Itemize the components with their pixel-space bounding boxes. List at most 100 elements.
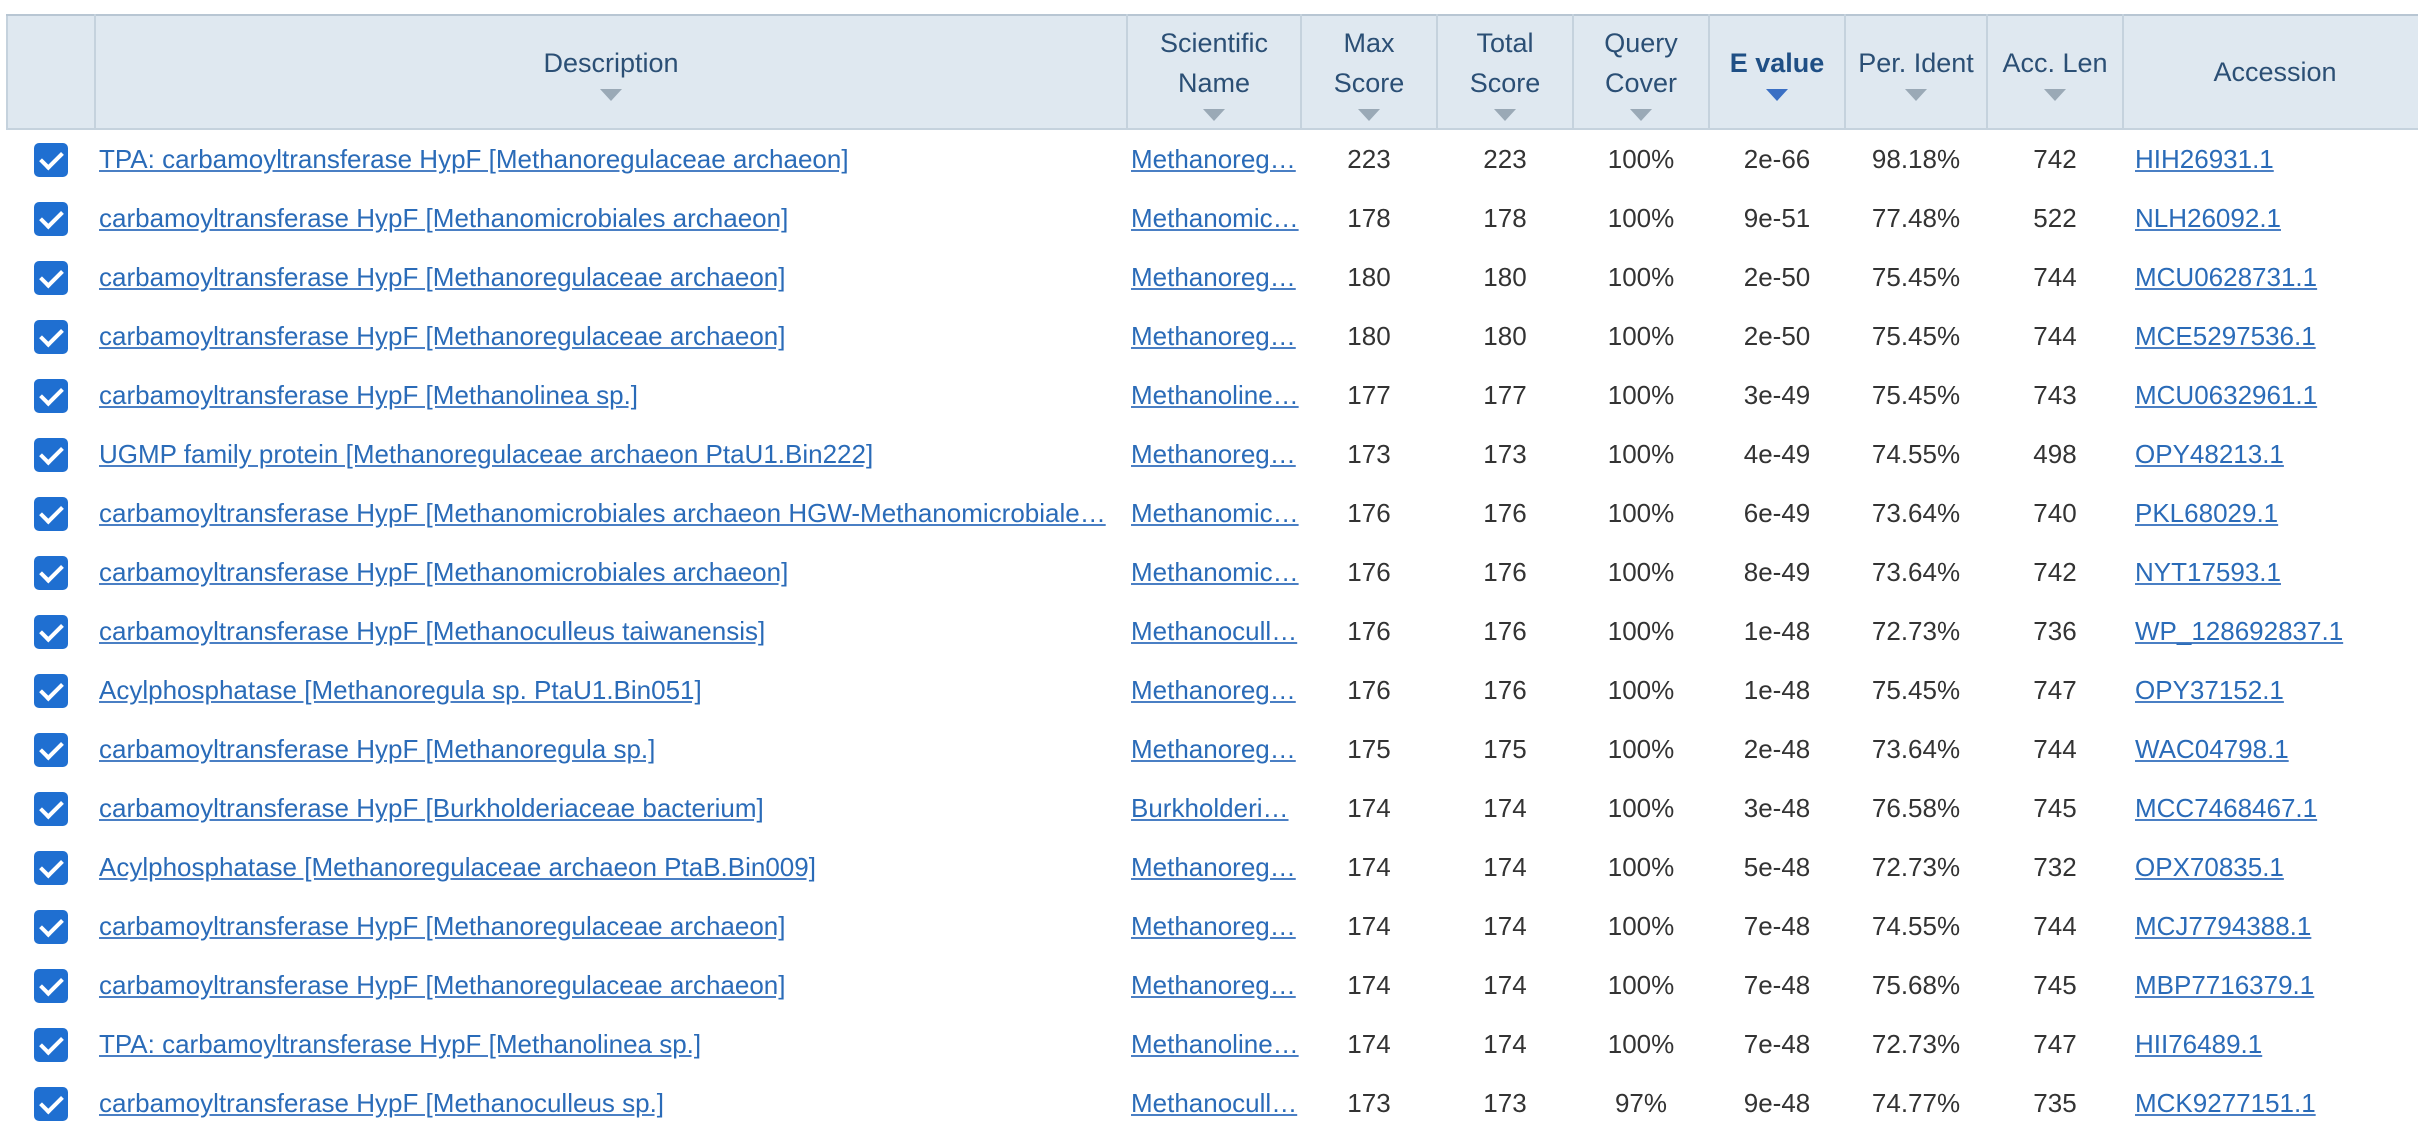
row-select-cell[interactable] [7, 661, 95, 720]
checkbox-checked-icon[interactable] [34, 319, 68, 354]
checkbox-checked-icon[interactable] [34, 378, 68, 413]
description-link[interactable]: carbamoyltransferase HypF [Methanoregula… [99, 911, 786, 941]
column-header-scientific-name[interactable]: Scientific Name [1126, 14, 1302, 130]
scientific-name-link[interactable]: Methanoline… [1131, 380, 1299, 410]
accession-link[interactable]: OPY37152.1 [2135, 675, 2284, 705]
accession-link[interactable]: WP_128692837.1 [2135, 616, 2344, 646]
table-row[interactable]: carbamoyltransferase HypF [Methanoregula… [7, 248, 2418, 307]
description-link[interactable]: Acylphosphatase [Methanoregulaceae archa… [99, 852, 816, 882]
accession-link[interactable]: MCC7468467.1 [2135, 793, 2318, 823]
table-row[interactable]: carbamoyltransferase HypF [Methanolinea … [7, 366, 2418, 425]
scientific-name-link[interactable]: Methanomic… [1131, 557, 1299, 587]
checkbox-checked-icon[interactable] [34, 555, 68, 590]
row-select-cell[interactable] [7, 897, 95, 956]
row-select-cell[interactable] [7, 1074, 95, 1122]
checkbox-checked-icon[interactable] [34, 732, 68, 767]
sort-arrow-icon[interactable] [1358, 109, 1380, 121]
scientific-name-link[interactable]: Methanoreg… [1131, 734, 1296, 764]
scientific-name-link[interactable]: Methanoreg… [1131, 144, 1296, 174]
description-link[interactable]: carbamoyltransferase HypF [Methanomicrob… [99, 498, 1106, 528]
accession-link[interactable]: WAC04798.1 [2135, 734, 2289, 764]
row-select-cell[interactable] [7, 425, 95, 484]
row-select-cell[interactable] [7, 129, 95, 189]
scientific-name-link[interactable]: Methanoreg… [1131, 970, 1296, 1000]
scientific-name-link[interactable]: Methanocull… [1131, 616, 1298, 646]
description-link[interactable]: carbamoyltransferase HypF [Methanomicrob… [99, 557, 789, 587]
table-row[interactable]: carbamoyltransferase HypF [Methanoregula… [7, 307, 2418, 366]
description-link[interactable]: carbamoyltransferase HypF [Methanoculleu… [99, 616, 766, 646]
table-row[interactable]: TPA: carbamoyltransferase HypF [Methanor… [7, 129, 2418, 189]
scientific-name-link[interactable]: Methanomic… [1131, 203, 1299, 233]
column-header-e-value[interactable]: E value [1708, 14, 1846, 130]
table-row[interactable]: carbamoyltransferase HypF [Methanoculleu… [7, 602, 2418, 661]
description-link[interactable]: carbamoyltransferase HypF [Methanoregula… [99, 321, 786, 351]
row-select-cell[interactable] [7, 248, 95, 307]
sort-arrow-icon[interactable] [1630, 109, 1652, 121]
table-row[interactable]: UGMP family protein [Methanoregulaceae a… [7, 425, 2418, 484]
table-row[interactable]: carbamoyltransferase HypF [Methanomicrob… [7, 189, 2418, 248]
description-link[interactable]: UGMP family protein [Methanoregulaceae a… [99, 439, 874, 469]
description-link[interactable]: carbamoyltransferase HypF [Methanomicrob… [99, 203, 789, 233]
scientific-name-link[interactable]: Burkholderi… [1131, 793, 1289, 823]
row-select-cell[interactable] [7, 307, 95, 366]
row-select-cell[interactable] [7, 602, 95, 661]
accession-link[interactable]: OPY48213.1 [2135, 439, 2284, 469]
table-row[interactable]: Acylphosphatase [Methanoregulaceae archa… [7, 838, 2418, 897]
row-select-cell[interactable] [7, 956, 95, 1015]
accession-link[interactable]: MCK9277151.1 [2135, 1088, 2316, 1118]
table-row[interactable]: carbamoyltransferase HypF [Methanomicrob… [7, 484, 2418, 543]
table-row[interactable]: carbamoyltransferase HypF [Burkholderiac… [7, 779, 2418, 838]
description-link[interactable]: carbamoyltransferase HypF [Methanoregula… [99, 262, 786, 292]
table-row[interactable]: Acylphosphatase [Methanoregula sp. PtaU1… [7, 661, 2418, 720]
scientific-name-link[interactable]: Methanomic… [1131, 498, 1299, 528]
table-row[interactable]: carbamoyltransferase HypF [Methanomicrob… [7, 543, 2418, 602]
description-link[interactable]: carbamoyltransferase HypF [Burkholderiac… [99, 793, 764, 823]
checkbox-checked-icon[interactable] [34, 1086, 68, 1121]
row-select-cell[interactable] [7, 1015, 95, 1074]
scientific-name-link[interactable]: Methanoreg… [1131, 911, 1296, 941]
scientific-name-link[interactable]: Methanoreg… [1131, 852, 1296, 882]
accession-link[interactable]: MCE5297536.1 [2135, 321, 2316, 351]
description-link[interactable]: carbamoyltransferase HypF [Methanolinea … [99, 380, 639, 410]
accession-link[interactable]: MCJ7794388.1 [2135, 911, 2312, 941]
sort-arrow-icon[interactable] [600, 89, 622, 101]
accession-link[interactable]: NYT17593.1 [2135, 557, 2281, 587]
checkbox-checked-icon[interactable] [34, 909, 68, 944]
scientific-name-link[interactable]: Methanoline… [1131, 1029, 1299, 1059]
accession-link[interactable]: MCU0628731.1 [2135, 262, 2318, 292]
sort-arrow-icon[interactable] [1203, 109, 1225, 121]
column-header-query-cover[interactable]: Query Cover [1572, 14, 1710, 130]
row-select-cell[interactable] [7, 838, 95, 897]
scientific-name-link[interactable]: Methanoreg… [1131, 439, 1296, 469]
sort-arrow-active-icon[interactable] [1766, 89, 1788, 101]
checkbox-checked-icon[interactable] [34, 968, 68, 1003]
checkbox-checked-icon[interactable] [34, 201, 68, 236]
checkbox-checked-icon[interactable] [34, 673, 68, 708]
row-select-cell[interactable] [7, 720, 95, 779]
scientific-name-link[interactable]: Methanoreg… [1131, 675, 1296, 705]
accession-link[interactable]: HII76489.1 [2135, 1029, 2263, 1059]
accession-link[interactable]: NLH26092.1 [2135, 203, 2281, 233]
checkbox-checked-icon[interactable] [34, 614, 68, 649]
description-link[interactable]: Acylphosphatase [Methanoregula sp. PtaU1… [99, 675, 702, 705]
description-link[interactable]: TPA: carbamoyltransferase HypF [Methanol… [99, 1029, 702, 1059]
checkbox-checked-icon[interactable] [34, 791, 68, 826]
table-row[interactable]: carbamoyltransferase HypF [Methanoregula… [7, 897, 2418, 956]
scientific-name-link[interactable]: Methanoreg… [1131, 321, 1296, 351]
table-row[interactable]: TPA: carbamoyltransferase HypF [Methanol… [7, 1015, 2418, 1074]
accession-link[interactable]: HIH26931.1 [2135, 144, 2274, 174]
checkbox-checked-icon[interactable] [34, 1027, 68, 1062]
accession-link[interactable]: OPX70835.1 [2135, 852, 2284, 882]
sort-arrow-icon[interactable] [2044, 89, 2066, 101]
row-select-cell[interactable] [7, 366, 95, 425]
accession-link[interactable]: MBP7716379.1 [2135, 970, 2315, 1000]
row-select-cell[interactable] [7, 779, 95, 838]
checkbox-checked-icon[interactable] [34, 850, 68, 885]
table-row[interactable]: carbamoyltransferase HypF [Methanoregula… [7, 720, 2418, 779]
checkbox-checked-icon[interactable] [34, 142, 68, 177]
description-link[interactable]: TPA: carbamoyltransferase HypF [Methanor… [99, 144, 849, 174]
scientific-name-link[interactable]: Methanocull… [1131, 1088, 1298, 1118]
checkbox-checked-icon[interactable] [34, 437, 68, 472]
description-link[interactable]: carbamoyltransferase HypF [Methanoregula… [99, 970, 786, 1000]
sort-arrow-icon[interactable] [1494, 109, 1516, 121]
